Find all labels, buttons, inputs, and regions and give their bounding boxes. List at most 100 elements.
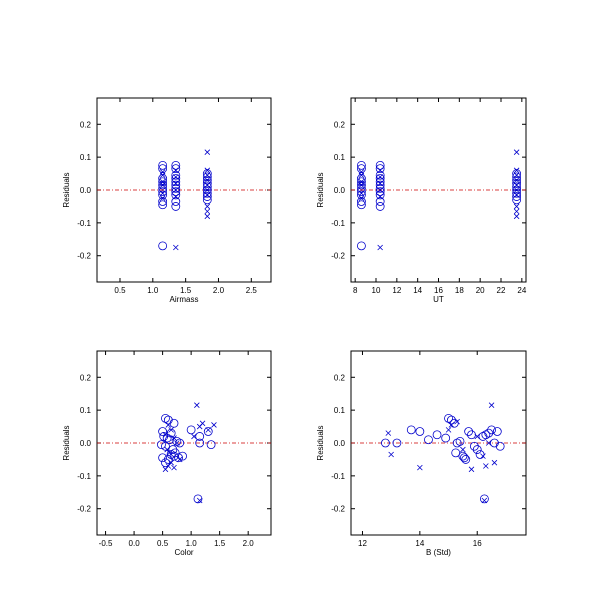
data-point-circle bbox=[484, 428, 494, 438]
data-point-cross bbox=[358, 190, 365, 197]
data-point-circle bbox=[392, 438, 402, 448]
data-point-cross bbox=[173, 244, 179, 251]
y-tick-label: 0.2 bbox=[334, 373, 346, 382]
data-point-cross bbox=[162, 432, 169, 438]
data-point-cross bbox=[358, 172, 365, 178]
y-tick-label: -0.2 bbox=[77, 505, 91, 514]
data-point-circle bbox=[512, 195, 522, 205]
data-point-circle bbox=[512, 172, 522, 182]
data-point-cross bbox=[481, 497, 488, 504]
x-tick-label: 18 bbox=[455, 286, 464, 295]
data-point-cross bbox=[474, 433, 481, 440]
y-tick-label: -0.2 bbox=[331, 505, 345, 514]
data-point-cross bbox=[204, 208, 211, 215]
data-point-circle bbox=[375, 160, 385, 170]
data-point-circle bbox=[202, 195, 212, 205]
data-point-circle bbox=[512, 182, 522, 192]
data-point-circle bbox=[381, 438, 390, 448]
data-point-circle bbox=[357, 180, 366, 190]
y-tick-label: 0.0 bbox=[334, 186, 346, 195]
data-point-circle bbox=[472, 445, 482, 454]
data-point-circle bbox=[375, 164, 385, 174]
x-tick-label: 16 bbox=[473, 539, 482, 548]
x-tick-label: 12 bbox=[358, 539, 367, 548]
data-point-circle bbox=[175, 438, 185, 448]
data-point-circle bbox=[455, 436, 465, 446]
data-point-circle bbox=[162, 433, 172, 443]
y-axis-label: Residuals bbox=[316, 425, 325, 460]
data-point-circle bbox=[158, 183, 168, 193]
data-point-cross bbox=[448, 422, 455, 428]
y-tick-label: -0.1 bbox=[77, 219, 91, 228]
data-point-cross bbox=[173, 193, 179, 200]
y-tick-label: 0.0 bbox=[80, 186, 92, 195]
data-point-circle bbox=[512, 169, 522, 178]
data-point-circle bbox=[357, 183, 366, 193]
data-point-circle bbox=[357, 187, 366, 197]
data-point-circle bbox=[375, 197, 385, 206]
x-tick-label: 0.0 bbox=[129, 539, 141, 548]
x-tick-label: 1.0 bbox=[147, 286, 159, 295]
x-tick-label: 20 bbox=[476, 286, 485, 295]
data-point-circle bbox=[171, 164, 181, 174]
data-point-circle bbox=[171, 197, 181, 206]
data-point-cross bbox=[385, 430, 392, 436]
x-tick-label: 14 bbox=[413, 286, 422, 295]
data-point-cross bbox=[165, 422, 172, 428]
data-point-cross bbox=[159, 190, 166, 197]
data-point-circle bbox=[202, 188, 212, 198]
data-point-circle bbox=[452, 438, 462, 448]
data-point-cross bbox=[204, 192, 211, 198]
data-point-circle bbox=[202, 192, 212, 201]
data-point-circle bbox=[163, 455, 173, 464]
data-point-cross bbox=[159, 195, 166, 201]
data-point-circle bbox=[459, 453, 469, 463]
data-point-cross bbox=[488, 402, 495, 408]
data-point-circle bbox=[357, 177, 366, 187]
data-point-circle bbox=[202, 169, 212, 178]
data-point-cross bbox=[513, 213, 520, 220]
x-axis-label: Airmass bbox=[170, 295, 199, 304]
data-point-circle bbox=[178, 451, 187, 461]
y-tick-label: 0.1 bbox=[334, 406, 346, 415]
data-point-circle bbox=[158, 177, 168, 187]
x-axis-label: Color bbox=[174, 548, 193, 557]
data-point-circle bbox=[451, 448, 461, 458]
y-tick-label: 0.1 bbox=[80, 153, 92, 162]
data-point-circle bbox=[158, 187, 168, 197]
data-point-circle bbox=[475, 450, 485, 459]
data-point-circle bbox=[171, 180, 181, 190]
data-point-cross bbox=[513, 187, 520, 193]
y-tick-label: -0.1 bbox=[331, 219, 345, 228]
data-point-circle bbox=[163, 415, 173, 425]
data-point-circle bbox=[444, 413, 453, 423]
data-point-cross bbox=[513, 192, 520, 198]
data-point-circle bbox=[375, 183, 385, 193]
data-point-cross bbox=[204, 203, 211, 210]
data-point-cross bbox=[377, 187, 383, 193]
data-point-circle bbox=[158, 427, 168, 436]
data-point-cross bbox=[513, 182, 520, 188]
data-point-circle bbox=[158, 200, 168, 210]
data-point-cross bbox=[174, 440, 180, 446]
data-point-circle bbox=[375, 177, 385, 187]
y-tick-label: 0.2 bbox=[334, 120, 346, 129]
x-tick-label: -0.5 bbox=[99, 539, 113, 548]
data-point-circle bbox=[161, 458, 170, 468]
data-point-circle bbox=[158, 180, 168, 190]
data-point-circle bbox=[158, 174, 168, 183]
y-tick-label: 0.2 bbox=[80, 373, 92, 382]
data-point-circle bbox=[161, 441, 170, 451]
x-tick-label: 1.5 bbox=[214, 539, 226, 548]
data-point-cross bbox=[199, 420, 206, 427]
data-point-circle bbox=[490, 438, 499, 448]
data-point-cross bbox=[513, 149, 520, 155]
data-point-cross bbox=[468, 466, 475, 473]
data-point-cross bbox=[358, 182, 365, 188]
data-point-circle bbox=[481, 430, 491, 440]
data-point-circle bbox=[458, 451, 468, 461]
data-point-cross bbox=[171, 435, 177, 441]
data-point-circle bbox=[375, 180, 385, 190]
data-point-cross bbox=[196, 497, 203, 504]
